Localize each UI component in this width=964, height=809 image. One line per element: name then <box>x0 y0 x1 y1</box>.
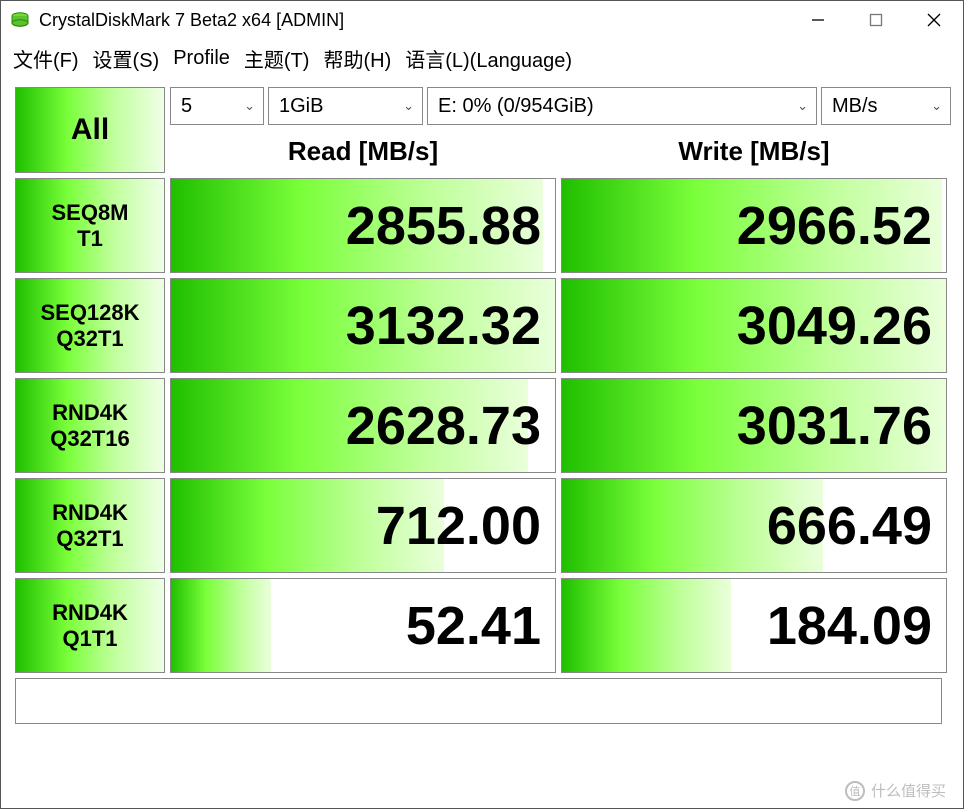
read-value: 3132.32 <box>346 295 541 357</box>
read-value-cell: 712.00 <box>170 478 556 573</box>
read-bar <box>171 579 271 672</box>
menu-theme[interactable]: 主题(T) <box>244 44 310 73</box>
watermark: 值 什么值得买 <box>845 780 946 801</box>
maximize-button[interactable] <box>847 1 905 39</box>
test-button-rnd4k-q1t1[interactable]: RND4K Q1T1 <box>15 578 165 673</box>
write-value-cell: 2966.52 <box>561 178 947 273</box>
titlebar: CrystalDiskMark 7 Beta2 x64 [ADMIN] <box>1 1 963 39</box>
write-value: 3031.76 <box>737 395 932 457</box>
write-value: 3049.26 <box>737 295 932 357</box>
minimize-button[interactable] <box>789 1 847 39</box>
watermark-text: 什么值得买 <box>871 780 946 801</box>
drive-select[interactable]: E: 0% (0/954GiB) ⌄ <box>427 87 817 125</box>
row-label-line2: Q1T1 <box>62 626 117 651</box>
write-value: 666.49 <box>767 495 932 557</box>
read-value: 2628.73 <box>346 395 541 457</box>
write-value-cell: 3049.26 <box>561 278 947 373</box>
read-value: 712.00 <box>376 495 541 557</box>
app-icon <box>9 9 31 31</box>
read-value: 2855.88 <box>346 195 541 257</box>
window-controls <box>789 1 963 39</box>
row-label-line2: Q32T16 <box>50 426 130 451</box>
all-button[interactable]: All <box>15 87 165 173</box>
row-label-line2: Q32T1 <box>56 526 123 551</box>
write-value-cell: 3031.76 <box>561 378 947 473</box>
row-label-line2: Q32T1 <box>56 326 123 351</box>
row-label-line1: SEQ8M <box>51 200 128 225</box>
row-label-line1: SEQ128K <box>40 300 139 325</box>
content-area: All 5 ⌄ 1GiB ⌄ E: 0% (0/954GiB) ⌄ MB/s ⌄… <box>1 77 963 738</box>
test-button-rnd4k-q32t1[interactable]: RND4K Q32T1 <box>15 478 165 573</box>
menubar: 文件(F) 设置(S) Profile 主题(T) 帮助(H) 语言(L)(La… <box>1 39 963 77</box>
runs-value: 5 <box>181 95 192 118</box>
row-label-line1: RND4K <box>52 600 128 625</box>
write-value: 2966.52 <box>737 195 932 257</box>
test-button-rnd4k-q32t16[interactable]: RND4K Q32T16 <box>15 378 165 473</box>
read-value: 52.41 <box>406 595 541 657</box>
all-button-label: All <box>71 113 109 147</box>
size-value: 1GiB <box>279 95 323 118</box>
chevron-down-icon: ⌄ <box>931 98 942 114</box>
size-select[interactable]: 1GiB ⌄ <box>268 87 423 125</box>
runs-select[interactable]: 5 ⌄ <box>170 87 264 125</box>
write-value: 184.09 <box>767 595 932 657</box>
menu-help[interactable]: 帮助(H) <box>323 44 391 73</box>
status-bar <box>15 678 942 724</box>
row-label-line2: T1 <box>77 226 103 251</box>
test-button-seq8m-t1[interactable]: SEQ8M T1 <box>15 178 165 273</box>
read-header: Read [MB/s] <box>170 131 556 173</box>
menu-file[interactable]: 文件(F) <box>13 44 79 73</box>
window-title: CrystalDiskMark 7 Beta2 x64 [ADMIN] <box>39 10 789 31</box>
row-label-line1: RND4K <box>52 500 128 525</box>
read-value-cell: 2855.88 <box>170 178 556 273</box>
unit-select[interactable]: MB/s ⌄ <box>821 87 951 125</box>
row-label-line1: RND4K <box>52 400 128 425</box>
write-header: Write [MB/s] <box>561 131 947 173</box>
chevron-down-icon: ⌄ <box>403 98 414 114</box>
write-value-cell: 666.49 <box>561 478 947 573</box>
menu-profile[interactable]: Profile <box>173 47 230 70</box>
write-bar <box>562 579 731 672</box>
unit-value: MB/s <box>832 95 878 118</box>
drive-value: E: 0% (0/954GiB) <box>438 95 594 118</box>
chevron-down-icon: ⌄ <box>244 98 255 114</box>
test-button-seq128k-q32t1[interactable]: SEQ128K Q32T1 <box>15 278 165 373</box>
menu-language[interactable]: 语言(L)(Language) <box>405 44 572 73</box>
close-button[interactable] <box>905 1 963 39</box>
read-value-cell: 52.41 <box>170 578 556 673</box>
menu-settings[interactable]: 设置(S) <box>93 44 160 73</box>
watermark-badge-icon: 值 <box>845 781 865 801</box>
write-value-cell: 184.09 <box>561 578 947 673</box>
read-value-cell: 2628.73 <box>170 378 556 473</box>
read-value-cell: 3132.32 <box>170 278 556 373</box>
chevron-down-icon: ⌄ <box>797 98 808 114</box>
